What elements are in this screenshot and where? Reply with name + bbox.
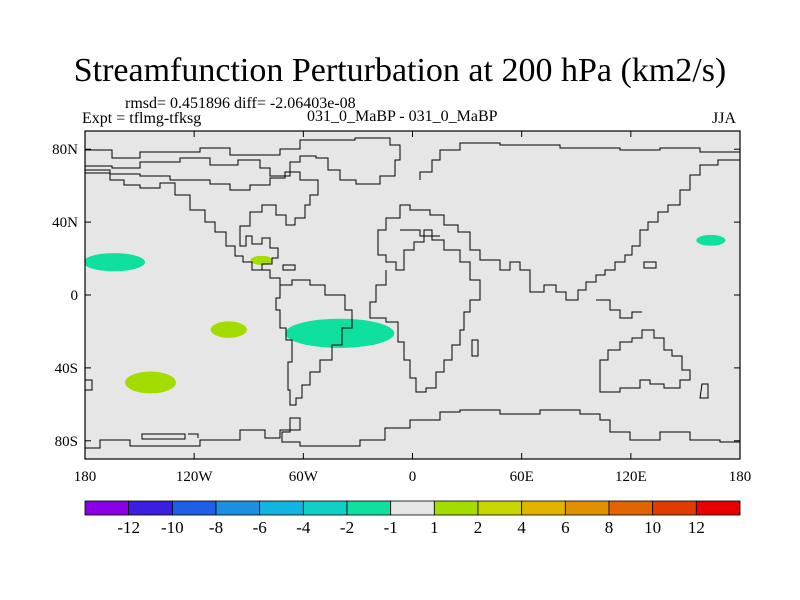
colorbar-level-label: 6 (561, 518, 570, 537)
colorbar-swatch (608, 500, 654, 516)
x-tick-label: 0 (409, 469, 417, 485)
colorbar-level-label: -10 (161, 518, 184, 537)
stats-label: rmsd= 0.451896 diff= -2.06403e-08 (125, 95, 356, 112)
colorbar-level-label: -8 (209, 518, 223, 537)
y-tick-label: 80S (55, 434, 78, 450)
axis-ticks: 180 120W 60W 0 60E 120E 180 80N 40N 0 40S 80S (52, 131, 751, 485)
anomaly-region-4 (285, 318, 395, 348)
x-tick-label: 60E (510, 469, 534, 485)
y-tick-label: 40N (52, 215, 78, 231)
experiment-label: Expt = tflmg-tfksg (82, 110, 202, 127)
coastline-layer (85, 137, 740, 449)
colorbar-swatch (564, 500, 610, 516)
colorbar-level-label: -2 (340, 518, 354, 537)
colorbar-level-label: 8 (605, 518, 614, 537)
colorbar-level-label: -4 (296, 518, 311, 537)
colorbar-swatch (346, 500, 392, 516)
colorbar-level-label: -1 (384, 518, 398, 537)
colorbar-swatch (477, 500, 523, 516)
x-tick-label: 60W (289, 469, 319, 485)
chart-title: Streamfunction Perturbation at 200 hPa (… (73, 52, 727, 89)
x-tick-label: 120W (176, 469, 214, 485)
colorbar-swatch (84, 500, 130, 516)
anomaly-region-6 (696, 234, 726, 246)
season-label: JJA (712, 110, 737, 127)
colorbar-level-label: -6 (253, 518, 267, 537)
colorbar-level-label: 10 (644, 518, 661, 537)
colorbar-level-label: -12 (117, 518, 140, 537)
colorbar-swatch (259, 500, 304, 516)
colorbar-level-label: 12 (688, 518, 705, 537)
colorbar-swatch (521, 500, 566, 516)
colorbar-swatch (433, 500, 479, 516)
x-tick-label: 120E (615, 469, 647, 485)
anomaly-layer (85, 234, 726, 394)
colorbar-level-label: 1 (430, 518, 439, 537)
plot-background (85, 131, 740, 459)
anomaly-region-5 (125, 371, 176, 394)
colorbar-swatch (128, 500, 173, 516)
colorbar-swatch (390, 500, 435, 516)
anomaly-region-1 (85, 253, 146, 272)
colorbar-swatch (302, 500, 348, 516)
colorbar-swatch (695, 500, 741, 516)
x-tick-label: 180 (74, 469, 97, 485)
colorbar-swatch (652, 500, 697, 516)
case-label: 031_0_MaBP - 031_0_MaBP (307, 108, 498, 125)
colorbar-level-label: 4 (517, 518, 526, 537)
colorbar-swatch (215, 500, 261, 516)
anomaly-region-3 (210, 321, 247, 338)
colorbar-level-label: 2 (474, 518, 483, 537)
x-tick-label: 180 (729, 469, 752, 485)
anomaly-region-2 (250, 255, 273, 265)
colorbar: -12 -10 -8 -6 -4 -2 -1 1 2 4 6 8 10 12 (84, 500, 741, 537)
y-tick-label: 80N (52, 142, 78, 158)
colorbar-swatch (171, 500, 217, 516)
y-tick-label: 40S (55, 361, 78, 377)
y-tick-label: 0 (71, 288, 79, 304)
